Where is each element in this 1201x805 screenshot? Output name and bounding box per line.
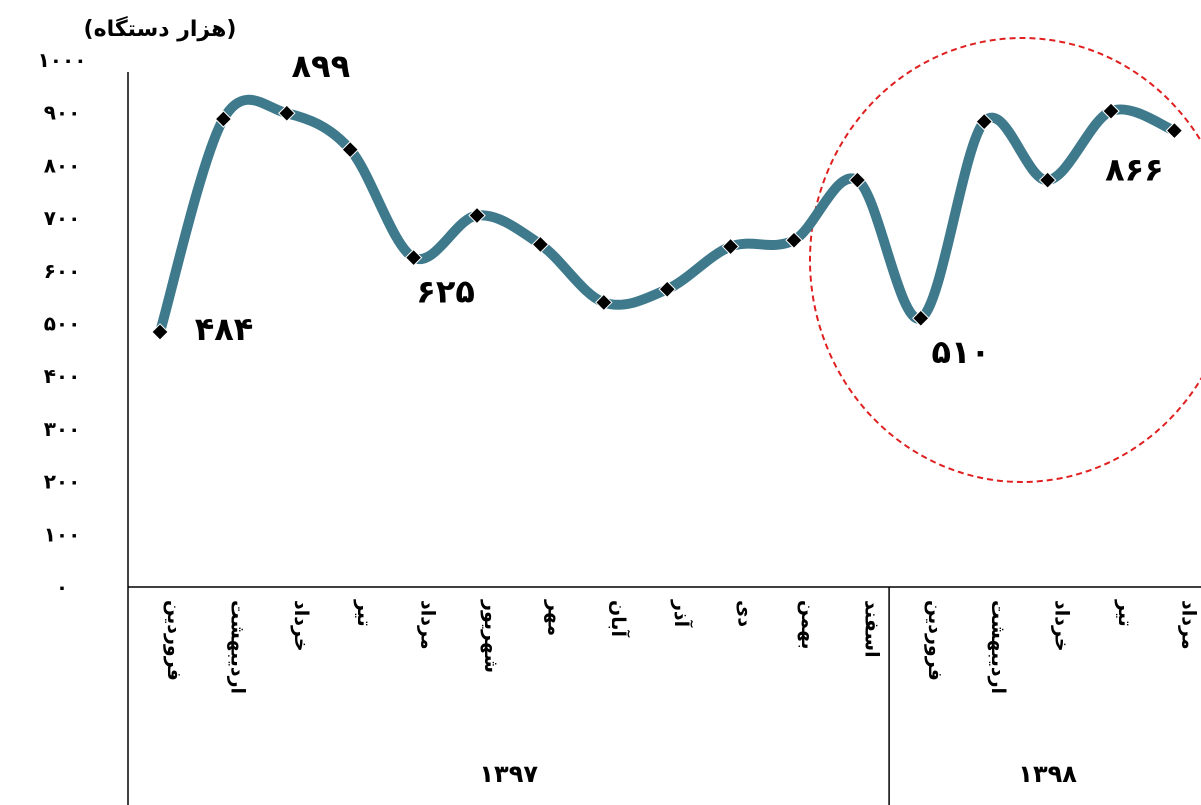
- x-tick-label: دی: [734, 600, 756, 627]
- x-tick-label: مرداد: [1177, 600, 1199, 650]
- x-tick-label: مرداد: [417, 600, 439, 650]
- data-label: ۵۱۰: [932, 333, 991, 371]
- data-point-marker: [531, 235, 550, 254]
- x-tick-label: تیر: [353, 599, 375, 627]
- data-point-marker: [1102, 102, 1120, 120]
- x-tick-label: خرداد: [1051, 600, 1073, 652]
- data-point-marker: [595, 293, 613, 312]
- x-tick-label: بهمن: [797, 600, 819, 650]
- data-point-marker: [404, 248, 423, 267]
- x-tick-label: اردیبهشت: [987, 600, 1009, 694]
- data-point-marker: [975, 112, 993, 131]
- y-tick-label: ۶۰۰: [44, 259, 81, 283]
- y-tick-label: ۹۰۰: [44, 101, 81, 125]
- x-tick-label: آبان: [607, 600, 631, 637]
- x-axis: ۱۳۹۷ ۱۳۹۸ فروردین اردیبهشت خرداد تیر مرداد شهری…: [128, 586, 1201, 805]
- data-label: ۸۹۹: [292, 47, 351, 85]
- data-point-marker: [1038, 171, 1057, 189]
- data-label: ۶۲۵: [416, 273, 475, 311]
- data-point-marker: [785, 231, 803, 249]
- x-tick-label: اردیبهشت: [226, 600, 248, 694]
- data-point-marker: [658, 280, 676, 298]
- group-label: ۱۳۹۷: [479, 760, 538, 788]
- y-tick-label: ۸۰۰: [44, 153, 81, 177]
- x-tick-label: شهریور: [480, 599, 502, 673]
- y-axis-unit-label: (هزار دستگاه): [84, 15, 237, 42]
- highlight-circle: [809, 37, 1201, 483]
- data-point-marker: [468, 206, 486, 225]
- x-tick-label: فروردین: [163, 600, 185, 681]
- series-line: [155, 94, 1180, 337]
- x-tick-label: آذر: [670, 599, 694, 628]
- data-label: ۸۶۶: [1105, 151, 1164, 189]
- x-tick-label: مهر: [543, 599, 565, 636]
- y-tick-label: ۲۰۰: [44, 470, 81, 494]
- x-tick-label: تیر: [1114, 599, 1136, 627]
- plot-area: [151, 94, 1184, 341]
- y-tick-label: ۷۰۰: [44, 206, 81, 230]
- y-tick-label: ۱۰۰۰: [38, 48, 87, 72]
- y-axis: ۰ ۱۰۰ ۲۰۰ ۳۰۰ ۴۰۰ ۵۰۰ ۶۰۰ ۷۰۰ ۸۰۰ ۹۰۰ ۱۰۰۰: [38, 48, 129, 805]
- data-point-marker: [912, 309, 930, 327]
- group-label: ۱۳۹۸: [1018, 760, 1077, 788]
- y-tick-label: ۵۰۰: [44, 312, 81, 336]
- x-tick-label: اسفند: [860, 600, 882, 658]
- data-point-marker: [214, 110, 233, 128]
- data-point-marker: [721, 237, 740, 256]
- y-tick-label: ۴۰۰: [44, 364, 81, 388]
- data-label: ۴۸۴: [195, 310, 254, 348]
- data-point-marker: [341, 140, 359, 159]
- y-tick-label: ۱۰۰: [44, 522, 81, 546]
- y-tick-label: ۰: [56, 575, 68, 599]
- data-point-marker: [1165, 121, 1184, 140]
- data-point-marker: [278, 104, 296, 122]
- x-tick-label: فروردین: [924, 600, 946, 681]
- data-point-marker: [848, 171, 867, 189]
- data-point-marker: [151, 323, 169, 341]
- data-labels: ۴۸۴ ۸۹۹ ۶۲۵ ۵۱۰ ۸۶۶: [195, 47, 1164, 371]
- x-tick-label: خرداد: [290, 600, 312, 652]
- highlight-ellipse: [809, 37, 1201, 483]
- y-tick-label: ۳۰۰: [44, 417, 81, 441]
